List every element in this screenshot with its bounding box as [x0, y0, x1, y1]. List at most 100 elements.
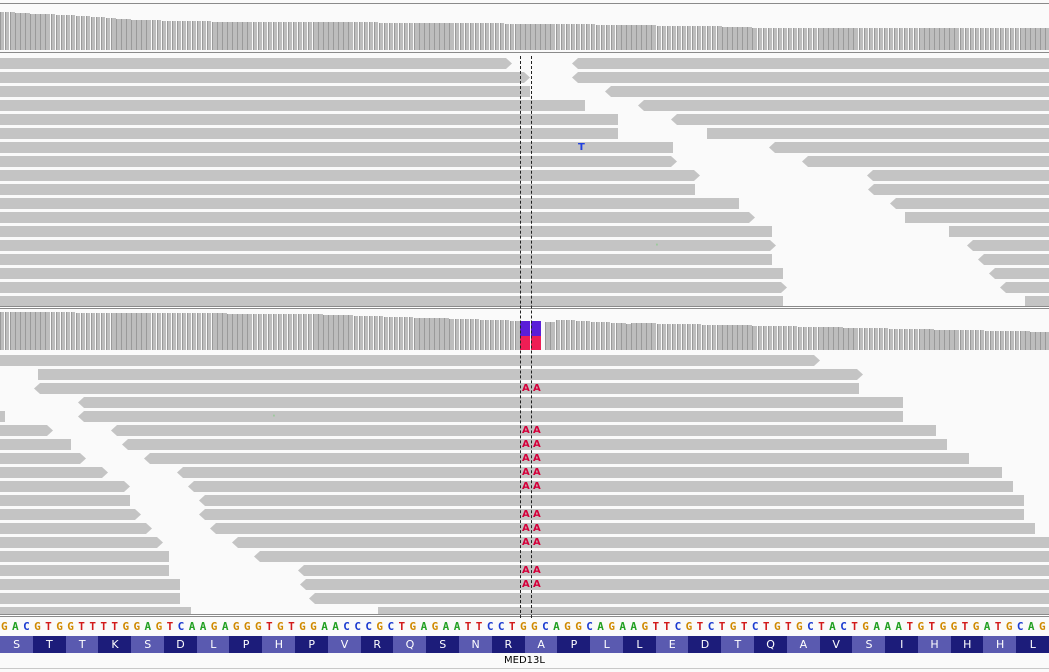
mismatch-base: A — [522, 439, 530, 450]
aligned-read[interactable] — [177, 467, 1002, 478]
aligned-read[interactable] — [0, 551, 169, 562]
aligned-read[interactable] — [707, 128, 1049, 139]
aligned-read[interactable] — [0, 579, 180, 590]
aligned-read[interactable] — [0, 607, 191, 615]
aligned-read[interactable] — [0, 156, 677, 167]
reference-base: G — [1, 620, 8, 633]
coverage-bar — [60, 15, 66, 50]
aligned-read[interactable] — [188, 481, 1013, 492]
aligned-read[interactable] — [0, 411, 5, 422]
coverage-bar — [50, 312, 55, 350]
aligned-read[interactable] — [978, 254, 1049, 265]
aligned-read[interactable] — [572, 58, 1049, 69]
aligned-read[interactable] — [199, 509, 1024, 520]
aligned-read[interactable] — [671, 114, 1049, 125]
aligned-read[interactable] — [0, 58, 512, 69]
aligned-read[interactable] — [210, 523, 1035, 534]
aligned-read[interactable] — [199, 495, 1024, 506]
aligned-read[interactable] — [111, 425, 936, 436]
aligned-read[interactable] — [572, 72, 1049, 83]
aligned-read[interactable] — [0, 467, 108, 478]
coverage-track-upper[interactable] — [0, 6, 1049, 50]
coverage-bar — [575, 24, 581, 50]
aligned-read[interactable] — [605, 86, 1049, 97]
coverage-bar — [141, 313, 146, 350]
aligned-read[interactable] — [38, 369, 863, 380]
aligned-read[interactable] — [967, 240, 1049, 251]
gene-name-label[interactable]: MED13L — [504, 655, 545, 666]
aligned-read[interactable] — [949, 226, 1049, 237]
aligned-read[interactable] — [0, 100, 585, 111]
aligned-read[interactable] — [0, 226, 772, 237]
aligned-read[interactable] — [0, 296, 783, 306]
alignment-track-upper[interactable]: T · — [0, 56, 1049, 306]
aligned-read[interactable] — [0, 593, 180, 604]
aligned-read[interactable] — [78, 397, 903, 408]
aligned-read[interactable] — [298, 565, 1049, 576]
aligned-read[interactable] — [254, 551, 1049, 562]
aligned-read[interactable] — [867, 170, 1049, 181]
aligned-read[interactable] — [1000, 282, 1049, 293]
coverage-bar — [903, 329, 909, 350]
reference-base: G — [299, 620, 306, 633]
aligned-read[interactable] — [638, 100, 1049, 111]
reference-base: A — [983, 620, 991, 633]
coverage-bar — [717, 325, 722, 350]
aligned-read[interactable] — [0, 439, 71, 450]
aligned-read[interactable] — [309, 593, 1049, 604]
aligned-read[interactable] — [0, 268, 783, 279]
aligned-read[interactable] — [0, 355, 820, 366]
allele-fraction-bar[interactable] — [520, 321, 530, 336]
aligned-read[interactable] — [802, 156, 1049, 167]
reference-base: A — [597, 620, 604, 633]
aligned-read[interactable] — [122, 439, 947, 450]
aligned-read[interactable] — [0, 114, 618, 125]
allele-fraction-bar[interactable] — [531, 321, 541, 336]
aligned-read[interactable] — [78, 411, 903, 422]
aligned-read[interactable] — [769, 142, 1049, 153]
aligned-read[interactable] — [0, 170, 700, 181]
aligned-read[interactable] — [0, 240, 776, 251]
coverage-bar — [434, 23, 439, 50]
aligned-read[interactable] — [0, 86, 530, 97]
aligned-read[interactable] — [300, 579, 1049, 590]
aligned-read[interactable] — [378, 607, 1049, 615]
aligned-read[interactable] — [144, 453, 969, 464]
aligned-read[interactable] — [0, 537, 163, 548]
aligned-read[interactable] — [0, 509, 141, 520]
aligned-read[interactable] — [989, 268, 1049, 279]
coverage-track-lower[interactable] — [0, 310, 1049, 352]
coverage-bar — [873, 28, 879, 50]
aligned-read[interactable] — [232, 537, 1049, 548]
aligned-read[interactable] — [0, 495, 130, 506]
aligned-read[interactable] — [890, 198, 1049, 209]
aligned-read[interactable] — [905, 212, 1049, 223]
allele-fraction-bar[interactable] — [531, 336, 541, 350]
aligned-read[interactable] — [0, 198, 739, 209]
aligned-read[interactable] — [1025, 296, 1049, 306]
aligned-read[interactable] — [0, 142, 673, 153]
alignment-track-lower[interactable]: A A A A A A A A A A A A A A A A A A A A A A · — [0, 354, 1049, 615]
aligned-read[interactable] — [0, 128, 618, 139]
aligned-read[interactable] — [0, 282, 787, 293]
coverage-bar — [1020, 28, 1025, 50]
aligned-read[interactable] — [0, 72, 530, 83]
aligned-read[interactable] — [0, 453, 86, 464]
aligned-read[interactable] — [0, 425, 53, 436]
aligned-read[interactable] — [0, 523, 152, 534]
aligned-read[interactable] — [0, 481, 130, 492]
aligned-read[interactable] — [0, 254, 772, 265]
panel-divider[interactable] — [0, 306, 1049, 309]
reference-base: T — [928, 620, 936, 633]
aligned-read[interactable] — [0, 565, 169, 576]
aligned-read[interactable] — [868, 184, 1049, 195]
aligned-read[interactable] — [0, 212, 755, 223]
allele-fraction-bar[interactable] — [520, 336, 530, 350]
aligned-read[interactable] — [34, 383, 859, 394]
reference-base: A — [1027, 620, 1035, 633]
coverage-bar — [823, 28, 828, 50]
coverage-bar — [111, 18, 116, 50]
aligned-read[interactable] — [0, 184, 695, 195]
